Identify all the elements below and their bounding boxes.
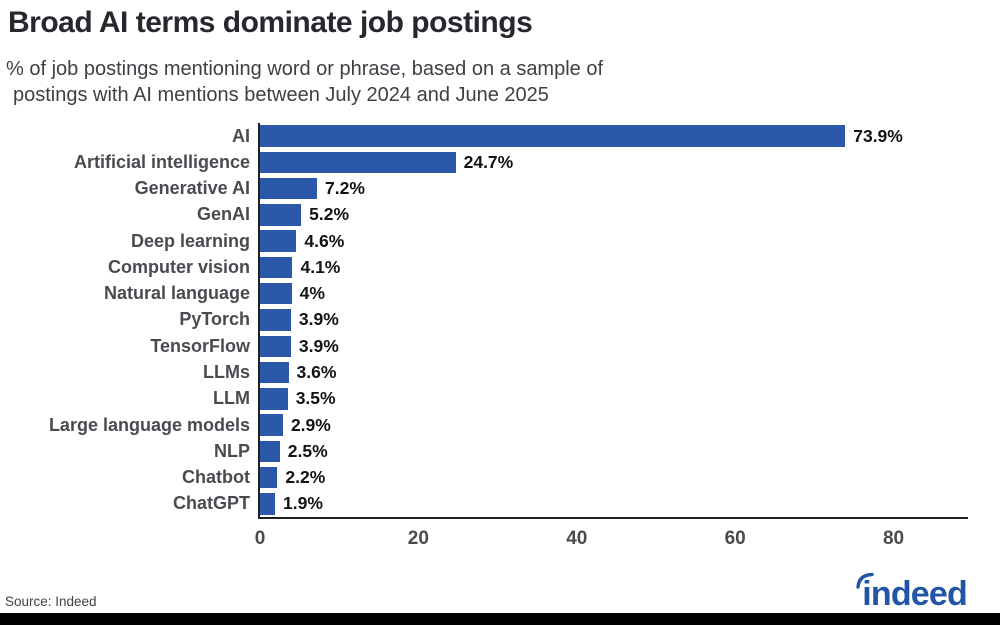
bar-track: 2.9%: [258, 411, 968, 439]
category-label: Large language models: [48, 414, 250, 435]
category-label: Deep learning: [130, 230, 250, 251]
chart-subtitle-line2: postings with AI mentions between July 2…: [13, 84, 549, 106]
category-label: Chatbot: [182, 467, 250, 488]
bar: [260, 309, 291, 331]
bar-row: AI 73.9%: [0, 123, 968, 150]
x-tick-label: 60: [724, 527, 746, 549]
value-label: 1.9%: [283, 493, 323, 514]
source-label: Source: Indeed: [5, 594, 97, 609]
bar-track: 73.9%: [258, 123, 968, 150]
x-axis-ticks: 0 20 40 60 80: [255, 519, 968, 553]
bar: [260, 151, 456, 174]
value-label: 2.2%: [285, 467, 326, 488]
indeed-logo: indeed: [856, 572, 968, 613]
value-label: 2.9%: [290, 414, 331, 435]
bar-row: LLMs 3.6%: [0, 359, 968, 386]
bar: [260, 256, 293, 279]
bar: [260, 335, 291, 357]
value-label: 3.9%: [298, 309, 339, 330]
bar-track: 4.1%: [258, 254, 968, 281]
chart-subtitle-line1: % of job postings mentioning word or phr…: [6, 58, 604, 80]
bar-track: 3.9%: [258, 333, 968, 360]
bar: [260, 493, 276, 515]
value-label: 4.1%: [300, 256, 341, 277]
bar-track: 4%: [258, 280, 968, 307]
bar: [260, 361, 289, 384]
bar-row: Artificial intelligence 24.7%: [0, 149, 968, 176]
value-label: 7.2%: [325, 178, 365, 199]
bar-row: Large language models 2.9%: [0, 411, 968, 439]
category-label: NLP: [214, 440, 250, 461]
bar: [260, 204, 302, 226]
bar-row: GenAI 5.2%: [0, 201, 968, 229]
bar: [260, 440, 280, 463]
bar-row: Deep learning 4.6%: [0, 228, 968, 255]
category-label: ChatGPT: [172, 493, 250, 514]
bar-row: Computer vision 4.1%: [0, 254, 968, 281]
value-label: 24.7%: [463, 151, 514, 172]
category-label: PyTorch: [179, 309, 250, 330]
value-label: 3.5%: [295, 388, 336, 409]
bar: [260, 177, 318, 200]
bar: [260, 414, 283, 436]
value-label: 4.6%: [304, 230, 345, 251]
category-label: LLMs: [203, 362, 250, 383]
bar-rows: AI 73.9% Artificial intelligence 24.7% Gener…: [0, 123, 968, 517]
bar-row: NLP 2.5%: [0, 438, 968, 465]
bar-track: 2.2%: [258, 464, 968, 491]
bar-track: 24.7%: [258, 149, 968, 176]
value-label: 2.5%: [287, 440, 328, 461]
bar-track: 5.2%: [258, 201, 968, 229]
bar-track: 3.9%: [258, 306, 968, 334]
value-label: 5.2%: [309, 204, 350, 225]
indeed-logo-swoosh-icon: [856, 572, 874, 589]
x-tick-label: 20: [407, 527, 429, 549]
bar: [260, 282, 292, 305]
bar-row: Chatbot 2.2%: [0, 464, 968, 491]
bar-row: PyTorch 3.9%: [0, 306, 968, 334]
bar-track: 3.6%: [258, 359, 968, 386]
bar-row: TensorFlow 3.9%: [0, 333, 968, 360]
category-label: LLM: [213, 388, 250, 409]
value-label: 73.9%: [853, 125, 903, 146]
bar-track: 3.5%: [258, 385, 968, 412]
x-tick-label: 80: [882, 527, 905, 549]
bar-track: 4.6%: [258, 228, 968, 255]
category-label: Computer vision: [107, 256, 250, 277]
category-label: AI: [232, 125, 250, 146]
category-label: Generative AI: [134, 178, 250, 199]
bar-chart: AI 73.9% Artificial intelligence 24.7% Gener…: [0, 123, 968, 553]
bar: [260, 466, 278, 489]
category-label: Natural language: [103, 283, 250, 304]
value-label: 3.9%: [298, 335, 339, 356]
category-label: GenAI: [196, 204, 250, 225]
category-label: Artificial intelligence: [73, 151, 250, 172]
bottom-black-bar: [0, 613, 1000, 625]
chart-subtitle: % of job postings mentioning word or phr…: [6, 56, 603, 108]
x-tick-label: 40: [566, 527, 588, 549]
x-axis-line: [258, 516, 968, 519]
indeed-logo-text: indeed: [862, 575, 968, 613]
bar-row: Generative AI 7.2%: [0, 175, 968, 202]
category-label: TensorFlow: [150, 335, 250, 356]
chart-title: Broad AI terms dominate job postings: [8, 6, 533, 39]
bar-row: Natural language 4%: [0, 280, 968, 307]
bar-row: LLM 3.5%: [0, 385, 968, 412]
bar-track: 7.2%: [258, 175, 968, 202]
bar-row: ChatGPT 1.9%: [0, 490, 968, 517]
x-tick-label: 0: [254, 527, 266, 549]
bar: [260, 230, 297, 252]
bar: [260, 388, 288, 410]
bar-track: 2.5%: [258, 438, 968, 465]
value-label: 4%: [299, 283, 325, 304]
bar-track: 1.9%: [258, 490, 968, 517]
value-label: 3.6%: [296, 362, 337, 383]
bar: [260, 125, 846, 147]
